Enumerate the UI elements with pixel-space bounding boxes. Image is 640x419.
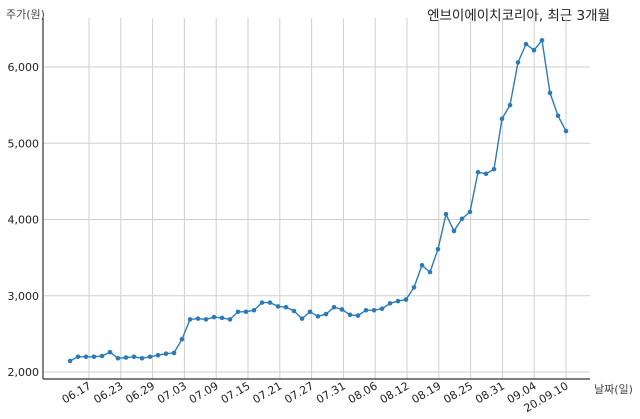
y-tick-labels: 2,000 3,000 4,000 5,000 6,000 — [8, 61, 40, 379]
data-point — [387, 301, 393, 306]
data-point — [211, 314, 217, 320]
x-tick-label: 08.06 — [346, 379, 380, 406]
x-tick-label: 06.23 — [92, 379, 126, 406]
data-series — [67, 38, 569, 364]
data-point — [107, 349, 113, 355]
x-tick-label: 08.12 — [378, 379, 412, 406]
data-point — [419, 262, 425, 268]
data-point — [475, 169, 481, 175]
data-point — [515, 60, 521, 65]
data-point — [243, 309, 249, 315]
data-point — [483, 171, 489, 177]
x-tick-label: 07.31 — [314, 379, 348, 406]
x-tick-label: 07.27 — [282, 379, 316, 406]
data-point — [395, 298, 401, 304]
data-point — [115, 355, 121, 361]
data-point — [355, 313, 361, 318]
data-point — [363, 307, 369, 313]
x-gridlines — [88, 18, 567, 379]
data-point — [83, 354, 89, 360]
data-point — [531, 47, 537, 53]
data-point — [75, 354, 81, 360]
data-point — [307, 309, 313, 315]
data-point — [147, 354, 153, 360]
axes — [42, 18, 590, 380]
x-tick-labels: 06.1706.2306.2907.0307.0907.1507.2107.27… — [60, 379, 571, 415]
data-point — [435, 246, 441, 252]
data-point — [323, 311, 329, 317]
data-point — [155, 352, 161, 358]
data-point — [187, 317, 193, 322]
x-tick-label: 08.25 — [441, 379, 475, 406]
data-point — [331, 304, 337, 310]
data-point — [563, 128, 569, 134]
data-point — [163, 351, 169, 357]
data-point — [539, 38, 545, 43]
data-point — [459, 216, 465, 222]
data-point — [99, 353, 105, 359]
data-point — [235, 309, 241, 315]
y-tick-label: 5,000 — [8, 137, 40, 150]
data-point — [427, 269, 433, 275]
series-line — [69, 38, 567, 362]
data-point — [131, 354, 137, 360]
y-tick-label: 6,000 — [8, 61, 40, 74]
data-point — [203, 317, 209, 322]
data-point — [443, 211, 449, 217]
data-point — [547, 90, 553, 96]
x-tick-label: 07.09 — [187, 379, 221, 406]
x-tick-label: 08.31 — [473, 379, 507, 406]
data-point — [123, 355, 129, 360]
data-point — [467, 209, 473, 215]
chart-title: 엔브이에이치코리아, 최근 3개월 — [427, 8, 610, 24]
y-axis-label: 주가(원) — [6, 8, 45, 21]
data-point — [91, 354, 97, 360]
data-point — [507, 102, 513, 108]
data-point — [451, 228, 457, 234]
data-point — [499, 116, 505, 122]
y-tick-label: 3,000 — [8, 290, 40, 303]
data-point — [283, 304, 289, 310]
data-point — [371, 307, 377, 313]
x-tick-label: 07.21 — [251, 379, 285, 406]
data-point — [219, 315, 225, 321]
x-tick-label: 06.17 — [60, 379, 94, 406]
data-point — [291, 308, 297, 314]
data-point — [171, 350, 177, 356]
y-tick-label: 4,000 — [8, 214, 40, 227]
data-point — [491, 166, 497, 172]
data-point — [267, 300, 273, 305]
data-point — [67, 358, 73, 364]
data-point — [227, 317, 233, 322]
data-point — [403, 297, 409, 302]
data-point — [315, 314, 321, 319]
data-point — [251, 307, 257, 313]
x-tick-label: 06.29 — [123, 379, 157, 406]
data-point — [299, 316, 305, 321]
data-point — [179, 336, 185, 342]
data-point — [379, 306, 385, 312]
data-point — [339, 307, 345, 312]
data-point — [195, 316, 201, 321]
data-point — [555, 113, 561, 119]
data-point — [347, 312, 353, 318]
data-point — [523, 41, 529, 47]
y-tick-label: 2,000 — [8, 366, 40, 379]
data-point — [259, 300, 265, 305]
x-axis-label: 날짜(일) — [594, 383, 633, 396]
y-gridlines — [43, 66, 590, 373]
x-tick-label: 07.15 — [219, 379, 253, 406]
x-tick-label: 07.03 — [155, 379, 189, 406]
data-point — [139, 355, 145, 361]
data-point — [411, 285, 417, 290]
data-point — [275, 304, 281, 309]
x-tick-label: 08.19 — [410, 379, 444, 406]
